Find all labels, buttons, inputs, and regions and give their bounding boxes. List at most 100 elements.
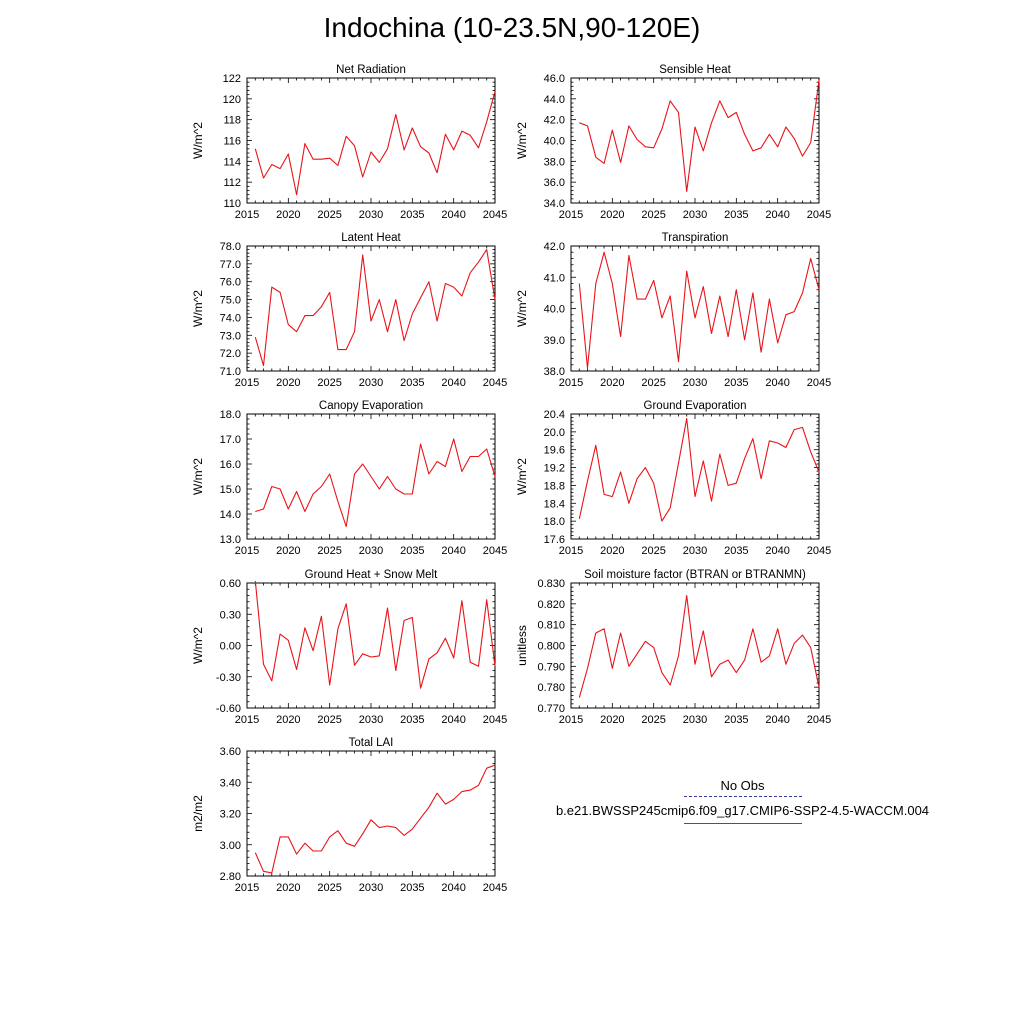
panel-4-ytick-label: 41.0: [544, 272, 565, 284]
panel-9-xtick-label: 2040: [441, 882, 465, 894]
panel-9-ytick-label: 3.40: [220, 777, 241, 789]
panel-7-xtick-label: 2040: [441, 714, 465, 726]
panel-2-xtick-label: 2025: [641, 209, 665, 221]
panel-6-series-line: [578, 417, 820, 522]
panel-8-title: Soil moisture factor (BTRAN or BTRANMN): [584, 569, 806, 581]
panel-5-ylabel: W/m^2: [191, 458, 205, 495]
panel-9-ytick-label: 3.60: [220, 746, 241, 758]
panel-6-xtick-label: 2030: [683, 545, 707, 557]
panel-3-ytick-label: 74.0: [220, 312, 241, 324]
panel-5-xtick-label: 2015: [235, 545, 259, 557]
panel-5-ytick-label: 14.0: [220, 509, 241, 521]
panel-7-ytick-label: 0.00: [220, 641, 241, 653]
panel-1-series-line: [254, 91, 496, 196]
panel-1-ylabel: W/m^2: [191, 122, 205, 159]
panel-9-xtick-label: 2020: [276, 882, 300, 894]
panel-7-xtick-label: 2035: [400, 714, 424, 726]
panel-2-ytick-label: 42.0: [544, 115, 565, 127]
panel-8-ytick-label: 0.810: [537, 620, 565, 632]
panel-2-ytick-label: 40.0: [544, 136, 565, 148]
panel-3-ylabel: W/m^2: [191, 290, 205, 327]
panel-4-xtick-label: 2030: [683, 377, 707, 389]
panel-5-xtick-label: 2020: [276, 545, 300, 557]
figure-title: Indochina (10-23.5N,90-120E): [323, 12, 701, 43]
panel-4-frame: [570, 245, 820, 372]
panel-2-xtick-label: 2020: [600, 209, 624, 221]
legend: No Obs b.e21.BWSSP245cmip6.f09_g17.CMIP6…: [520, 778, 965, 824]
panel-1-ytick-label: 116: [223, 136, 241, 148]
panel-2-xtick-label: 2040: [765, 209, 789, 221]
panel-4-title: Transpiration: [662, 232, 729, 244]
panel-5-series-line: [255, 438, 496, 528]
panel-4-xtick-label: 2040: [765, 377, 789, 389]
panel-4-xtick-label: 2035: [724, 377, 748, 389]
panel-2-xtick-label: 2045: [807, 209, 831, 221]
panel-1-ytick-label: 118: [223, 115, 241, 127]
panel-6-ytick-label: 20.4: [544, 409, 565, 421]
panel-1-title: Net Radiation: [336, 64, 406, 76]
panel-8-xtick-label: 2030: [683, 714, 707, 726]
panel-1-ytick-label: 110: [223, 198, 241, 210]
panel-2-ytick-label: 44.0: [544, 94, 565, 106]
panel-8-xtick-label: 2025: [641, 714, 665, 726]
panel-1-ytick-label: 114: [223, 156, 241, 168]
panel-8-xtick-label: 2035: [724, 714, 748, 726]
panel-6-xtick-label: 2015: [559, 545, 583, 557]
panel-4-xtick-label: 2045: [807, 377, 831, 389]
panel-3-xtick-label: 2035: [400, 377, 424, 389]
panel-9-ylabel: m2/m2: [191, 795, 205, 832]
panel-1-xtick-label: 2015: [235, 209, 259, 221]
panel-7-ytick-label: -0.60: [216, 703, 241, 715]
panel-6-frame: [570, 413, 820, 540]
panel-5-xtick-label: 2035: [400, 545, 424, 557]
panel-6-title: Ground Evaporation: [644, 400, 747, 412]
panel-8-ytick-label: 0.820: [537, 599, 565, 611]
panel-3-xtick-label: 2020: [276, 377, 300, 389]
panel-2-ytick-label: 38.0: [544, 156, 565, 168]
panel-8-xtick-label: 2020: [600, 714, 624, 726]
panel-3-ytick-label: 78.0: [220, 241, 241, 253]
panel-9-frame: [246, 750, 496, 877]
panel-9-xtick-label: 2025: [317, 882, 341, 894]
panel-1-xtick-label: 2035: [400, 209, 424, 221]
panel-2-series-line: [579, 80, 820, 193]
panel-9-xtick-label: 2045: [483, 882, 507, 894]
legend-obs-line: [683, 796, 802, 797]
panel-6-ytick-label: 19.6: [544, 445, 565, 457]
panel-5-title: Canopy Evaporation: [319, 400, 423, 412]
panel-3-ytick-label: 75.0: [220, 295, 241, 307]
panel-2-xtick-label: 2015: [559, 209, 583, 221]
panel-8-xtick-label: 2040: [765, 714, 789, 726]
panel-3-ytick-label: 76.0: [220, 277, 241, 289]
panel-1-xtick-label: 2040: [441, 209, 465, 221]
panel-5-ytick-label: 16.0: [220, 459, 241, 471]
panel-6-ytick-label: 18.8: [544, 480, 565, 492]
panel-2-frame: [570, 77, 820, 204]
panel-6-xtick-label: 2025: [641, 545, 665, 557]
panel-5-ytick-label: 17.0: [220, 434, 241, 446]
panel-2-ylabel: W/m^2: [515, 122, 529, 159]
panel-3-title: Latent Heat: [341, 232, 401, 244]
panel-7-ytick-label: 0.30: [220, 609, 241, 621]
panel-7-ytick-label: 0.60: [220, 578, 241, 590]
panel-7-frame: [246, 582, 496, 709]
panel-2-xtick-label: 2035: [724, 209, 748, 221]
panel-1-ytick-label: 112: [223, 177, 241, 189]
panel-2-ytick-label: 46.0: [544, 73, 565, 85]
panel-1-xtick-label: 2030: [359, 209, 383, 221]
panel-2-ytick-label: 34.0: [544, 198, 565, 210]
panel-3-xtick-label: 2040: [441, 377, 465, 389]
panel-9-xtick-label: 2030: [359, 882, 383, 894]
panel-3-xtick-label: 2015: [235, 377, 259, 389]
panel-5-xtick-label: 2045: [483, 545, 507, 557]
panel-5-ytick-label: 15.0: [220, 484, 241, 496]
panel-4-ytick-label: 39.0: [544, 335, 565, 347]
panel-2-title: Sensible Heat: [659, 64, 731, 76]
panel-3-xtick-label: 2025: [317, 377, 341, 389]
panel-6-ytick-label: 18.4: [544, 498, 565, 510]
panel-9-ytick-label: 3.00: [220, 840, 241, 852]
panel-3-xtick-label: 2045: [483, 377, 507, 389]
panel-6-ytick-label: 18.0: [544, 516, 565, 528]
panel-1-ytick-label: 120: [223, 94, 241, 106]
